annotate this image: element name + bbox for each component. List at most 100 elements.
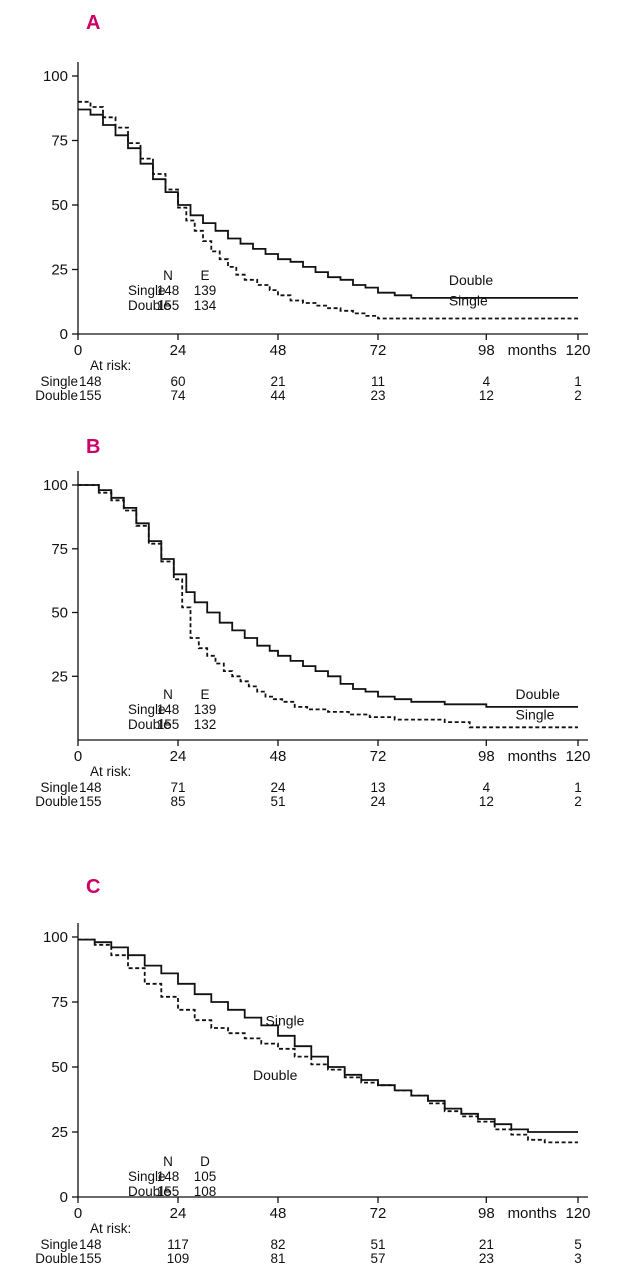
at-risk-count: 155	[79, 1251, 102, 1266]
x-tick-label: 98	[478, 748, 495, 765]
at-risk-title: At risk:	[90, 358, 131, 373]
axes	[77, 471, 588, 741]
y-tick-label: 0	[60, 326, 68, 343]
at-risk-count: 1	[574, 374, 582, 389]
axes	[77, 923, 588, 1198]
y-tick-label: 100	[43, 68, 68, 85]
at-risk-count: 148	[79, 374, 102, 389]
stats-n-value: 155	[157, 1184, 180, 1199]
curve-single-dashed	[78, 100, 578, 320]
x-tick-label: 48	[270, 342, 287, 359]
curve-double-solid	[78, 484, 578, 708]
y-tick-label: 50	[51, 605, 68, 622]
stats-event-value: 132	[194, 717, 217, 732]
curve-label-double: Double	[516, 686, 561, 702]
at-risk-count: 155	[79, 794, 102, 809]
curve-single-solid	[78, 938, 578, 1133]
x-tick-label: 0	[74, 342, 82, 359]
at-risk-count: 4	[483, 780, 491, 795]
x-axis-unit-label: months	[508, 1205, 557, 1222]
panel-c-letter: C	[86, 876, 101, 898]
x-tick-label: 120	[565, 748, 590, 765]
y-tick-label: 75	[51, 133, 68, 150]
at-risk-count: 12	[479, 388, 494, 403]
x-tick-label: 48	[270, 1205, 287, 1222]
curve-double-solid	[78, 108, 578, 299]
at-risk-count: 51	[270, 794, 285, 809]
at-risk-count: 148	[79, 1237, 102, 1252]
at-risk-count: 81	[270, 1251, 285, 1266]
at-risk-count: 23	[479, 1251, 494, 1266]
stats-row-name: Double	[128, 1184, 171, 1199]
at-risk-count: 60	[170, 374, 185, 389]
x-tick-label: 0	[74, 1205, 82, 1222]
curve-label-double: Double	[449, 272, 494, 288]
y-tick-label: 50	[51, 1059, 68, 1076]
at-risk-count: 2	[574, 794, 582, 809]
at-risk-row-name: Double	[35, 794, 78, 809]
at-risk-row-name: Single	[40, 780, 78, 795]
at-risk-count: 12	[479, 794, 494, 809]
stats-n-value: 148	[157, 283, 180, 298]
y-tick-label: 100	[43, 929, 68, 946]
stats-event-value: 134	[194, 298, 217, 313]
x-tick-label: 98	[478, 342, 495, 359]
at-risk-title: At risk:	[90, 764, 131, 779]
at-risk-title: At risk:	[90, 1221, 131, 1236]
panel-a-letter: A	[86, 12, 101, 34]
x-tick-label: 98	[478, 1205, 495, 1222]
at-risk-count: 117	[167, 1237, 189, 1252]
at-risk-count: 4	[483, 374, 491, 389]
y-tick-label: 25	[51, 668, 68, 685]
stats-n-value: 148	[157, 702, 180, 717]
stats-header-e: E	[200, 687, 209, 702]
at-risk-row-name: Single	[40, 1237, 78, 1252]
at-risk-count: 3	[574, 1251, 582, 1266]
stats-header-n: N	[163, 1154, 173, 1169]
at-risk-count: 71	[170, 780, 185, 795]
y-tick-label: 75	[51, 994, 68, 1011]
at-risk-count: 109	[167, 1251, 190, 1266]
at-risk-row-name: Double	[35, 1251, 78, 1266]
stats-event-value: 139	[194, 702, 217, 717]
stats-event-value: 105	[194, 1169, 217, 1184]
x-tick-label: 72	[370, 748, 387, 765]
y-tick-label: 25	[51, 1124, 68, 1141]
panel-c: C 0 25 50 75 100 0 24 48 72 98 120 months Single Doub…	[0, 862, 631, 1275]
panel-b: B 25 50 75 100 0 24 48 72 98 120 months Double Singl…	[0, 428, 631, 818]
x-tick-label: 24	[170, 342, 187, 359]
panel-b-letter: B	[86, 436, 101, 458]
y-tick-label: 25	[51, 262, 68, 279]
x-axis-unit-label: months	[508, 342, 557, 359]
at-risk-count: 51	[370, 1237, 385, 1252]
stats-header-n: N	[163, 268, 173, 283]
at-risk-count: 11	[371, 374, 385, 389]
stats-row-name: Double	[128, 717, 171, 732]
curve-label-single: Single	[516, 707, 555, 723]
at-risk-count: 82	[270, 1237, 285, 1252]
stats-n-value: 148	[157, 1169, 180, 1184]
at-risk-count: 44	[270, 388, 286, 403]
x-axis-unit-label: months	[508, 748, 557, 765]
at-risk-count: 74	[170, 388, 186, 403]
x-tick-label: 48	[270, 748, 287, 765]
at-risk-count: 1	[574, 780, 582, 795]
stats-event-value: 108	[194, 1184, 217, 1199]
x-tick-label: 24	[170, 1205, 187, 1222]
x-tick-label: 120	[565, 1205, 590, 1222]
x-tick-label: 24	[170, 748, 187, 765]
stats-row-name: Single	[128, 1169, 166, 1184]
at-risk-count: 23	[370, 388, 385, 403]
at-risk-count: 155	[79, 388, 102, 403]
at-risk-count: 21	[270, 374, 285, 389]
y-tick-label: 75	[51, 541, 68, 558]
stats-n-value: 155	[157, 717, 180, 732]
curve-label-single: Single	[266, 1012, 305, 1028]
stats-header-d: D	[200, 1154, 210, 1169]
at-risk-count: 24	[270, 780, 286, 795]
stats-n-value: 155	[157, 298, 180, 313]
curve-label-double: Double	[253, 1067, 298, 1083]
